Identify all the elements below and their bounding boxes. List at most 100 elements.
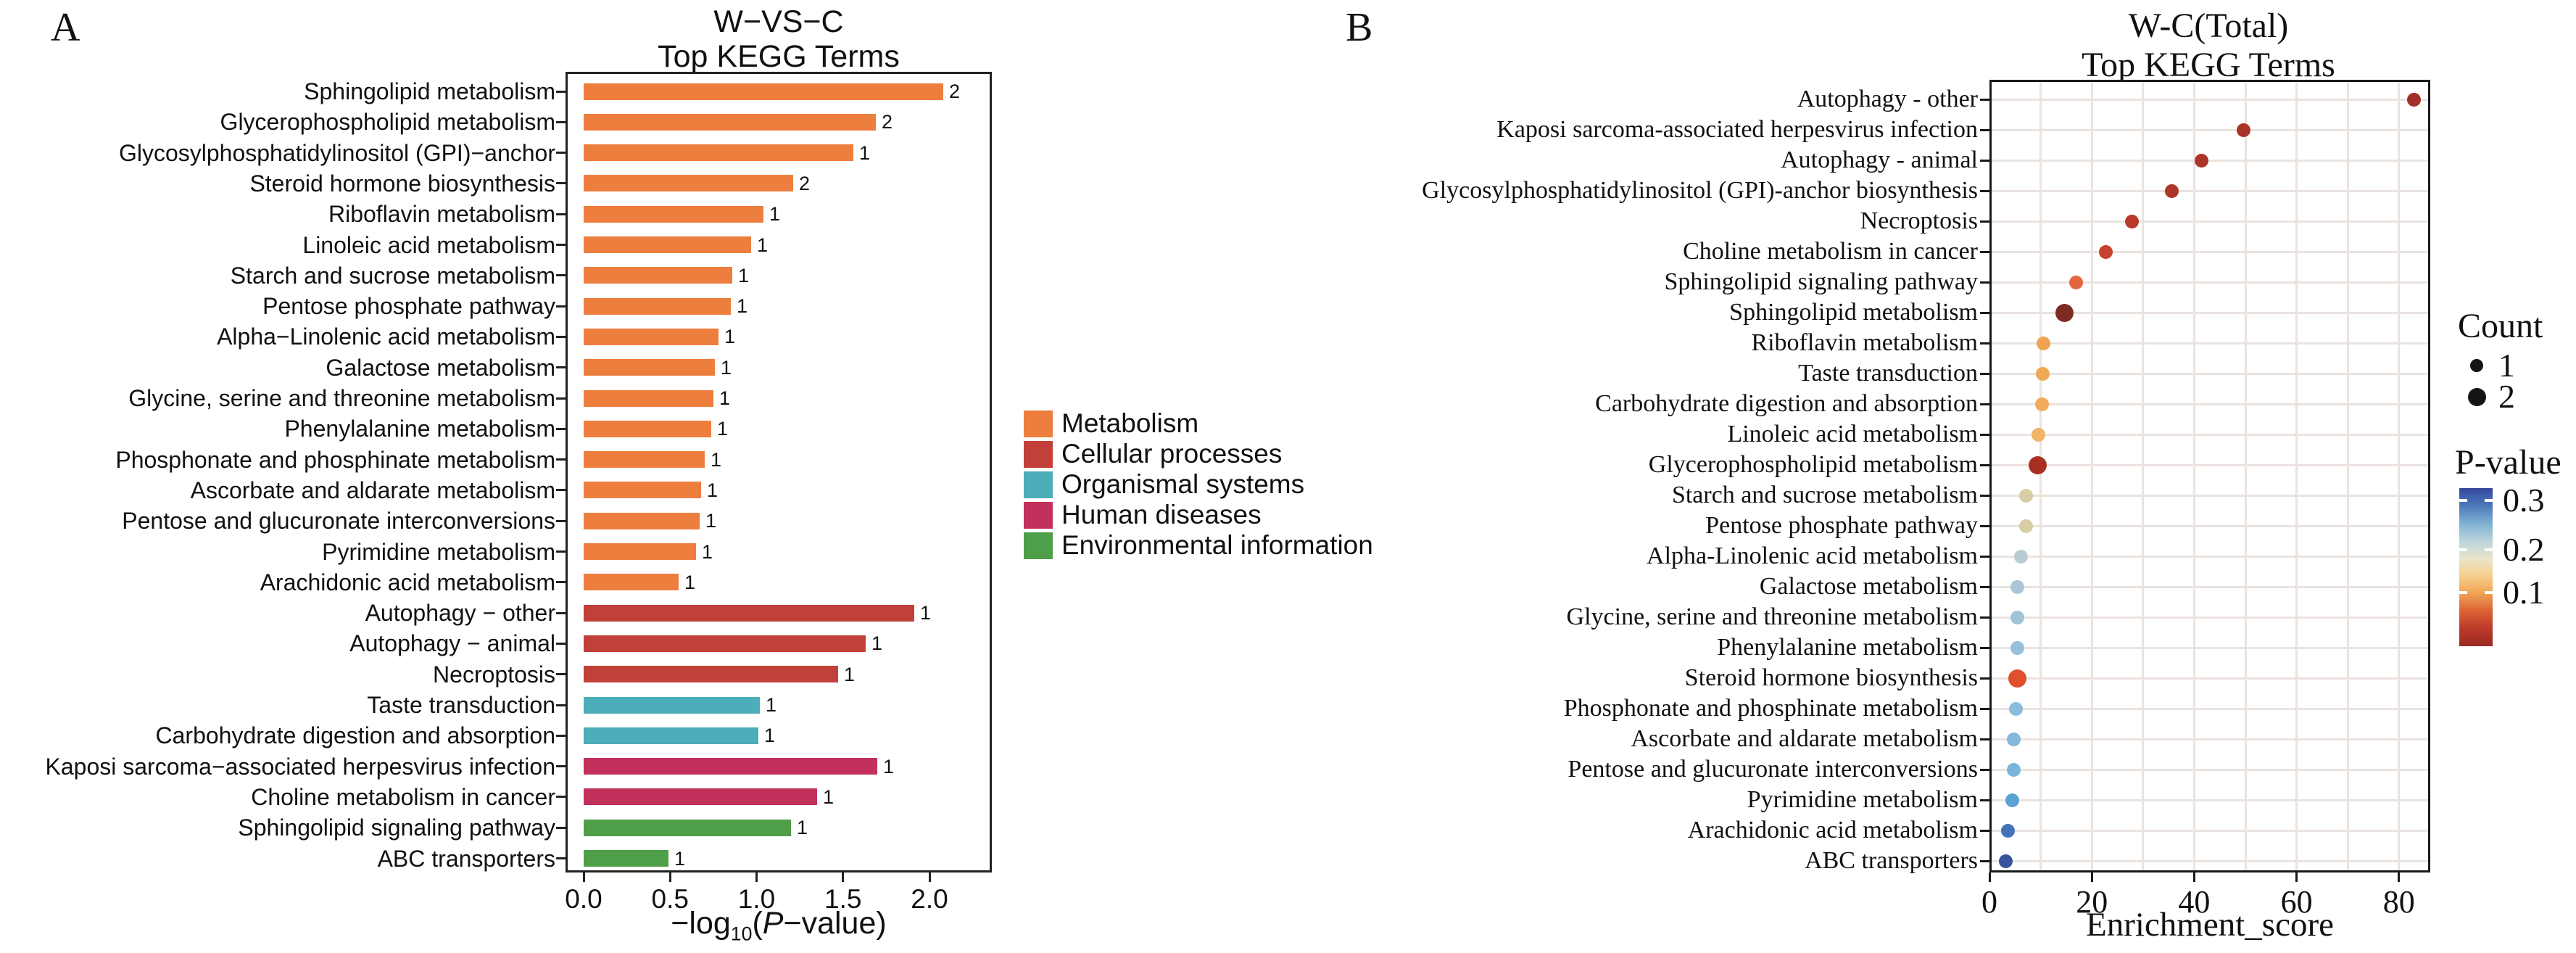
data-point-dot <box>2164 183 2179 198</box>
x-tick-label: 1.0 <box>737 884 776 914</box>
bar-count-label: 1 <box>738 264 750 286</box>
panel-b-letter: B <box>1346 5 1373 50</box>
panel-a-title-line2: Top KEGG Terms <box>658 39 900 74</box>
bar <box>584 297 731 315</box>
y-tick-mark <box>556 397 566 400</box>
x-tick-mark <box>2090 872 2093 882</box>
data-point-dot <box>1999 854 2013 868</box>
pvalue-tick-mark <box>2485 591 2493 594</box>
y-axis-label: Taste transduction <box>1798 360 1978 387</box>
y-tick-mark <box>1980 311 1989 314</box>
gridline-vertical <box>2039 82 2042 870</box>
y-axis-label: Alpha−Linolenic acid metabolism <box>217 323 555 350</box>
y-tick-mark <box>556 796 566 799</box>
gridline-vertical <box>2244 82 2247 870</box>
gridline-vertical <box>2295 82 2298 870</box>
x-tick-label: 2.0 <box>911 884 948 914</box>
x-title-subscript: 10 <box>730 923 753 945</box>
y-axis-label: Carbohydrate digestion and absorption <box>155 722 555 749</box>
y-tick-mark <box>556 335 566 338</box>
bar-count-label: 1 <box>920 602 932 624</box>
bar-count-label: 1 <box>737 295 748 318</box>
pvalue-tick-label: 0.1 <box>2503 574 2545 611</box>
y-axis-label: Arachidonic acid metabolism <box>260 569 555 595</box>
bar <box>584 451 705 469</box>
bar-count-label: 1 <box>674 847 686 870</box>
y-tick-mark <box>1980 159 1989 162</box>
y-tick-mark <box>1980 616 1989 619</box>
y-tick-mark <box>556 489 566 492</box>
x-tick-label: 80 <box>2382 884 2415 920</box>
gridline-horizontal <box>1992 281 2428 284</box>
y-tick-mark <box>1980 281 1989 284</box>
pvalue-tick-mark <box>2459 591 2467 594</box>
panel-a-title-line1: W−VS−C <box>713 4 844 39</box>
legend-label: Cellular processes <box>1061 439 1283 469</box>
pvalue-tick-label: 0.3 <box>2503 482 2545 519</box>
data-point-dot <box>2407 92 2422 107</box>
count-legend-dot <box>2467 387 2486 406</box>
gridline-horizontal <box>1992 646 2428 649</box>
y-axis-label: Sphingolipid metabolism <box>304 78 555 104</box>
pvalue-tick-mark <box>2485 548 2493 551</box>
y-axis-label: Pentose phosphate pathway <box>1705 512 1978 539</box>
y-axis-label: Linoleic acid metabolism <box>1727 421 1978 447</box>
y-tick-mark <box>556 550 566 553</box>
legend-swatch <box>1024 471 1053 498</box>
gridline-horizontal <box>1992 128 2428 131</box>
y-tick-mark <box>556 857 566 859</box>
bar <box>584 543 696 560</box>
y-axis-label: Phenylalanine metabolism <box>1717 634 1978 661</box>
gridline-horizontal <box>1992 98 2428 101</box>
x-tick-label: 0.5 <box>651 884 689 914</box>
y-axis-label: Linoleic acid metabolism <box>302 231 555 258</box>
y-axis-label: ABC transporters <box>377 845 555 872</box>
gridline-horizontal <box>1992 433 2428 436</box>
x-tick-label: 60 <box>2280 884 2313 920</box>
data-point-dot <box>2195 153 2209 168</box>
gridline-horizontal <box>1992 494 2428 497</box>
data-point-dot <box>2006 762 2021 777</box>
y-tick-mark <box>556 519 566 522</box>
x-tick-mark <box>1988 872 1991 882</box>
data-point-dot <box>2031 427 2045 442</box>
bar-count-label: 1 <box>757 234 769 256</box>
bar <box>584 205 763 223</box>
bar <box>584 635 866 652</box>
gridline-horizontal <box>1992 159 2428 162</box>
y-axis-label: Necroptosis <box>1860 207 1978 234</box>
y-tick-mark <box>1980 220 1989 223</box>
data-point-dot <box>2037 336 2051 350</box>
bar-count-label: 1 <box>719 387 731 409</box>
y-axis-label: Starch and sucrose metabolism <box>230 262 555 289</box>
y-tick-mark <box>1980 555 1989 558</box>
y-tick-mark <box>1980 250 1989 253</box>
y-axis-label: Choline metabolism in cancer <box>251 783 555 810</box>
y-axis-label: Glycine, serine and threonine metabolism <box>1566 603 1978 630</box>
y-tick-mark <box>1980 585 1989 588</box>
bar <box>584 512 700 529</box>
data-point-dot <box>2055 303 2074 322</box>
y-axis-label: Riboflavin metabolism <box>328 201 555 228</box>
y-tick-mark <box>556 274 566 277</box>
gridline-horizontal <box>1992 250 2428 253</box>
y-tick-mark <box>1980 524 1989 527</box>
y-tick-mark <box>556 765 566 768</box>
x-tick-mark <box>2295 872 2298 882</box>
x-title-p-italic: P <box>762 906 784 941</box>
bar-count-label: 1 <box>724 326 736 348</box>
bar-count-label: 1 <box>705 510 717 532</box>
y-tick-mark <box>1980 463 1989 466</box>
y-tick-mark <box>556 611 566 614</box>
y-axis-label: Kaposi sarcoma−associated herpesvirus in… <box>45 753 555 780</box>
y-tick-mark <box>1980 677 1989 680</box>
pvalue-tick-mark <box>2485 499 2493 502</box>
gridline-horizontal <box>1992 220 2428 223</box>
gridline-vertical <box>2192 82 2195 870</box>
data-point-dot <box>2008 669 2027 688</box>
x-tick-label: 0 <box>1981 884 1997 920</box>
y-axis-label: Autophagy − other <box>365 600 555 627</box>
panel-b-plot-area <box>1989 80 2430 872</box>
